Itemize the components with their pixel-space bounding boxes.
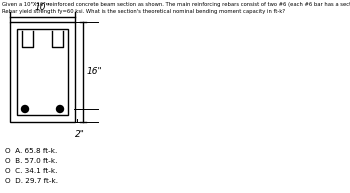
Text: Rebar yield strength fy=60 ksi. What is the section's theoretical nominal bendin: Rebar yield strength fy=60 ksi. What is … <box>2 9 285 14</box>
Text: O  A. 65.8 ft-k.: O A. 65.8 ft-k. <box>5 148 57 154</box>
Text: O  C. 34.1 ft-k.: O C. 34.1 ft-k. <box>5 168 57 174</box>
Text: 2": 2" <box>75 130 85 139</box>
Circle shape <box>56 106 63 113</box>
Bar <box>10 22 75 122</box>
Text: 10": 10" <box>35 3 50 12</box>
Text: Given a 10"X16" reinforced concrete beam section as shown. The main reinforcing : Given a 10"X16" reinforced concrete beam… <box>2 2 350 7</box>
Text: 16": 16" <box>87 68 103 76</box>
Text: O  B. 57.0 ft-k.: O B. 57.0 ft-k. <box>5 158 57 164</box>
Circle shape <box>21 106 28 113</box>
Text: O  D. 29.7 ft-k.: O D. 29.7 ft-k. <box>5 178 58 184</box>
Bar <box>17 29 68 115</box>
